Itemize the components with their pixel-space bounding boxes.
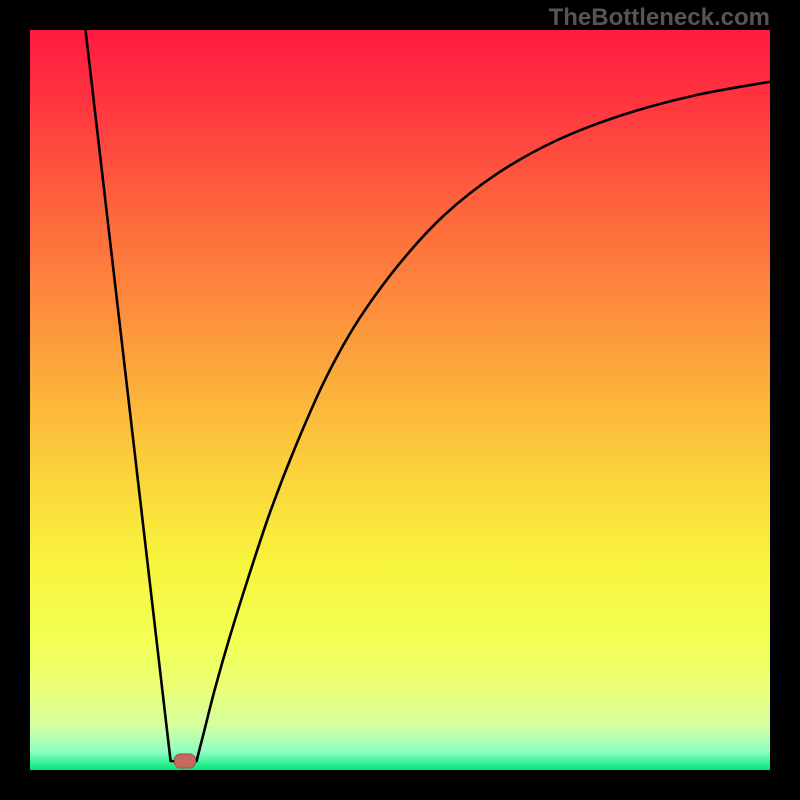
curve-layer: [30, 30, 770, 770]
bottleneck-curve: [86, 30, 771, 761]
watermark-text: TheBottleneck.com: [549, 4, 770, 32]
chart-container: TheBottleneck.com: [0, 0, 800, 800]
plot-area: [30, 30, 770, 770]
bottleneck-marker: [174, 754, 196, 769]
